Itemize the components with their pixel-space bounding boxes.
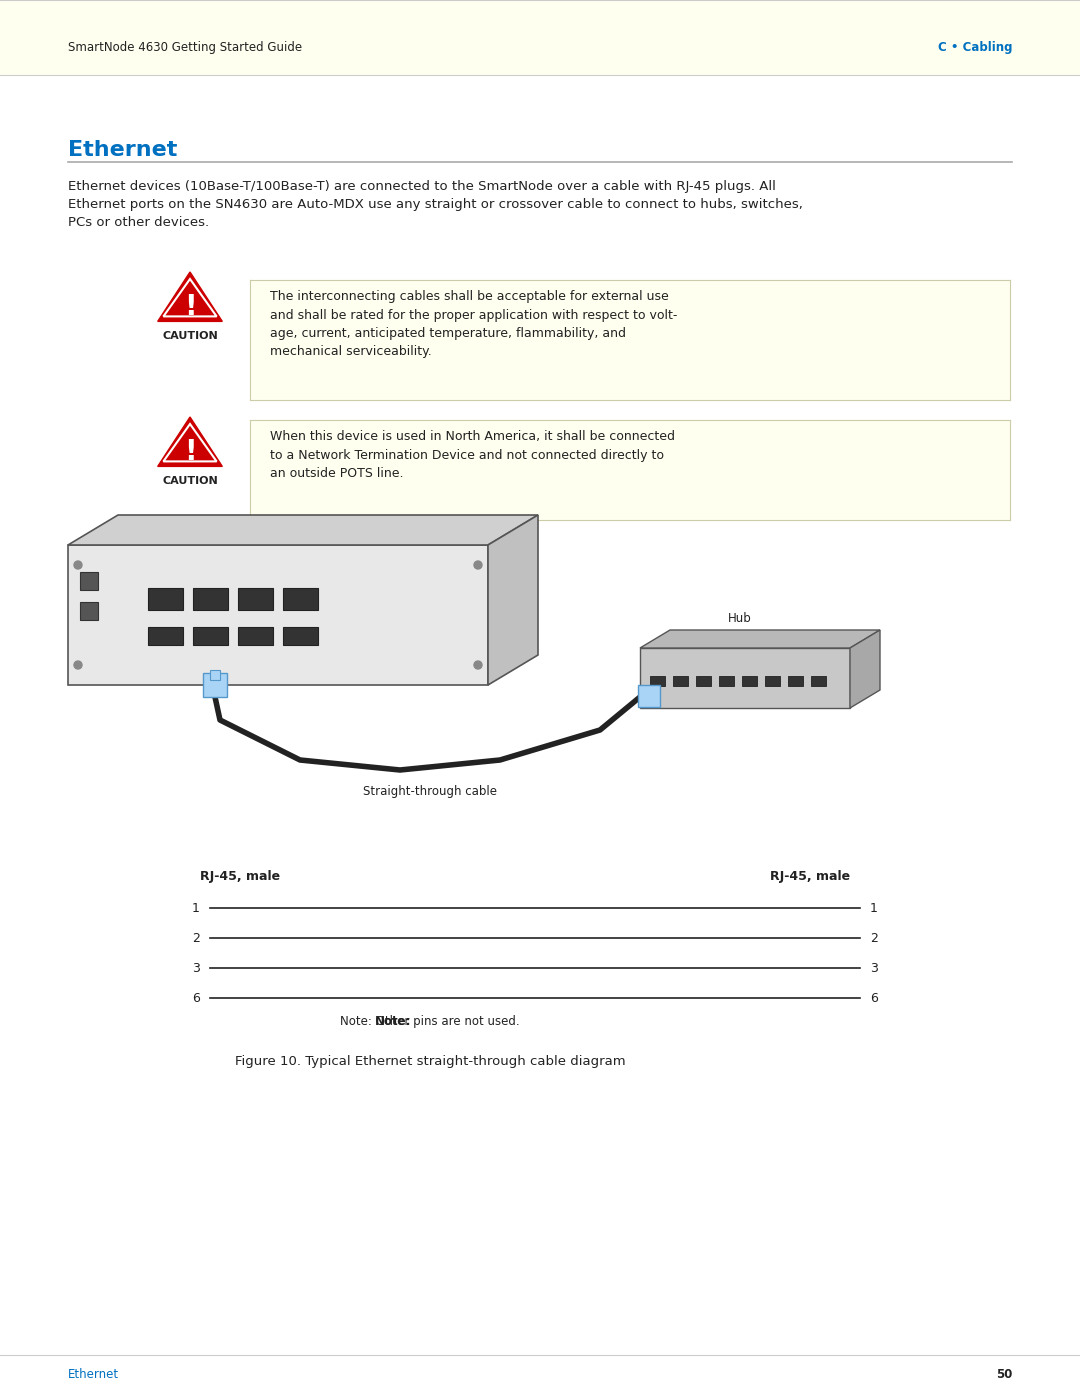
Text: 3: 3 xyxy=(192,961,200,975)
Bar xyxy=(765,676,780,686)
Bar xyxy=(80,571,98,590)
Text: Straight-through cable: Straight-through cable xyxy=(363,785,497,798)
Text: Note:: Note: xyxy=(375,1016,411,1028)
Bar xyxy=(238,627,273,645)
Bar xyxy=(148,588,183,610)
Text: 1: 1 xyxy=(870,901,878,915)
Bar xyxy=(283,588,318,610)
Circle shape xyxy=(474,661,482,669)
Bar xyxy=(283,627,318,645)
Text: !: ! xyxy=(184,293,197,321)
Circle shape xyxy=(75,661,82,669)
Bar xyxy=(80,602,98,620)
Bar xyxy=(0,0,1080,75)
Text: RJ-45, male: RJ-45, male xyxy=(200,870,280,883)
Polygon shape xyxy=(163,425,217,461)
Bar xyxy=(249,279,1010,400)
Text: Note: Other pins are not used.: Note: Other pins are not used. xyxy=(340,1016,519,1028)
Bar xyxy=(210,671,220,680)
Bar xyxy=(696,676,711,686)
Circle shape xyxy=(75,562,82,569)
Bar xyxy=(719,676,734,686)
Bar xyxy=(811,676,826,686)
Polygon shape xyxy=(488,515,538,685)
Text: C • Cabling: C • Cabling xyxy=(937,41,1012,53)
Text: 3: 3 xyxy=(870,961,878,975)
Bar xyxy=(638,685,660,707)
Text: Ethernet: Ethernet xyxy=(68,1369,119,1382)
Text: 6: 6 xyxy=(192,992,200,1004)
Text: 1: 1 xyxy=(192,901,200,915)
Bar xyxy=(742,676,757,686)
Text: The interconnecting cables shall be acceptable for external use
and shall be rat: The interconnecting cables shall be acce… xyxy=(270,291,677,359)
Polygon shape xyxy=(640,630,880,648)
Polygon shape xyxy=(158,416,222,467)
Bar xyxy=(148,627,183,645)
Text: 50: 50 xyxy=(996,1369,1012,1382)
Bar xyxy=(650,676,665,686)
Bar xyxy=(68,545,488,685)
Polygon shape xyxy=(68,515,538,545)
Text: !: ! xyxy=(184,439,197,467)
Bar xyxy=(193,627,228,645)
Text: Ethernet: Ethernet xyxy=(68,140,177,161)
Bar xyxy=(193,588,228,610)
Bar xyxy=(203,673,227,697)
Text: RJ-45, male: RJ-45, male xyxy=(770,870,850,883)
Bar xyxy=(238,588,273,610)
Bar xyxy=(673,676,688,686)
Text: 2: 2 xyxy=(192,932,200,944)
Text: Hub: Hub xyxy=(728,612,752,624)
Bar xyxy=(249,420,1010,520)
Polygon shape xyxy=(163,279,217,316)
Text: Figure 10. Typical Ethernet straight-through cable diagram: Figure 10. Typical Ethernet straight-thr… xyxy=(234,1055,625,1067)
Text: CAUTION: CAUTION xyxy=(162,476,218,486)
Text: SmartNode 4630 Getting Started Guide: SmartNode 4630 Getting Started Guide xyxy=(68,41,302,53)
Circle shape xyxy=(474,562,482,569)
Bar xyxy=(640,648,850,708)
Polygon shape xyxy=(850,630,880,708)
Text: 6: 6 xyxy=(870,992,878,1004)
Bar xyxy=(788,676,804,686)
Text: Ethernet devices (10Base-T/100Base-T) are connected to the SmartNode over a cabl: Ethernet devices (10Base-T/100Base-T) ar… xyxy=(68,180,802,229)
Polygon shape xyxy=(158,272,222,321)
Text: 2: 2 xyxy=(870,932,878,944)
Text: When this device is used in North America, it shall be connected
to a Network Te: When this device is used in North Americ… xyxy=(270,430,675,481)
Text: CAUTION: CAUTION xyxy=(162,331,218,341)
